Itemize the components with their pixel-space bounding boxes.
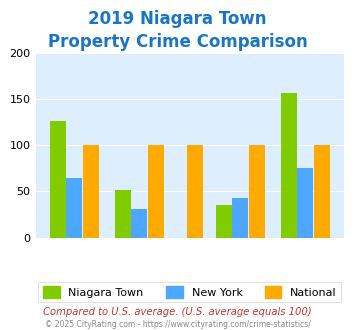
Legend: Niagara Town, New York, National: Niagara Town, New York, National <box>38 282 342 302</box>
Bar <box>249 145 265 238</box>
Text: 2019 Niagara Town: 2019 Niagara Town <box>88 10 267 28</box>
Text: Compared to U.S. average. (U.S. average equals 100): Compared to U.S. average. (U.S. average … <box>43 307 312 317</box>
Bar <box>281 92 297 238</box>
Bar <box>186 145 202 238</box>
Bar <box>148 145 164 238</box>
Text: © 2025 CityRating.com - https://www.cityrating.com/crime-statistics/: © 2025 CityRating.com - https://www.city… <box>45 320 310 329</box>
Bar <box>233 198 248 238</box>
Bar <box>66 178 82 238</box>
Bar <box>131 209 147 238</box>
Bar <box>297 168 313 238</box>
Text: Property Crime Comparison: Property Crime Comparison <box>48 33 307 51</box>
Bar <box>50 121 66 238</box>
Bar <box>215 205 231 238</box>
Bar <box>314 145 330 238</box>
Bar <box>115 189 131 238</box>
Bar <box>83 145 99 238</box>
